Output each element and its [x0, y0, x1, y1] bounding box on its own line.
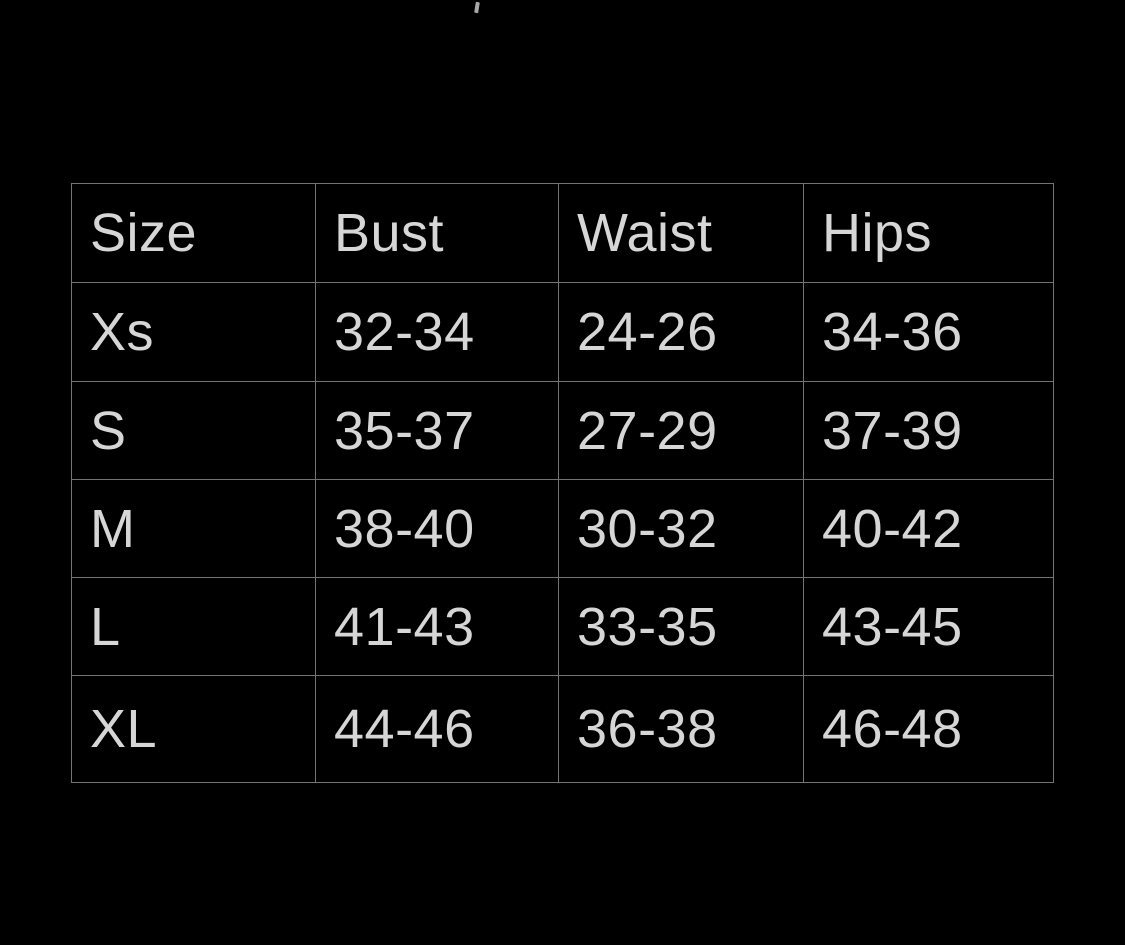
cutoff-text-fragment	[474, 1, 480, 14]
cell-bust: 35-37	[315, 381, 559, 480]
cell-size: Xs	[71, 282, 316, 382]
header-row: Size Bust Waist Hips	[71, 183, 1054, 283]
header-hips: Hips	[803, 183, 1054, 283]
cell-size: L	[71, 577, 316, 676]
table-row-s: S 35-37 27-29 37-39	[71, 381, 1054, 480]
cell-waist: 36-38	[558, 675, 804, 783]
cell-size: S	[71, 381, 316, 480]
cell-waist: 33-35	[558, 577, 804, 676]
table-row-xl: XL 44-46 36-38 46-48	[71, 675, 1054, 783]
cell-size: M	[71, 479, 316, 578]
header-waist: Waist	[558, 183, 804, 283]
table-row-m: M 38-40 30-32 40-42	[71, 479, 1054, 578]
cell-bust: 41-43	[315, 577, 559, 676]
cell-hips: 37-39	[803, 381, 1054, 480]
table-row-l: L 41-43 33-35 43-45	[71, 577, 1054, 676]
cell-bust: 32-34	[315, 282, 559, 382]
header-bust: Bust	[315, 183, 559, 283]
cell-hips: 34-36	[803, 282, 1054, 382]
cell-hips: 46-48	[803, 675, 1054, 783]
cell-hips: 40-42	[803, 479, 1054, 578]
size-chart-table: Size Bust Waist Hips Xs 32-34 24-26 34-3…	[71, 183, 1054, 783]
cell-waist: 30-32	[558, 479, 804, 578]
header-size: Size	[71, 183, 316, 283]
table-row-xs: Xs 32-34 24-26 34-36	[71, 282, 1054, 382]
cell-waist: 27-29	[558, 381, 804, 480]
cell-size: XL	[71, 675, 316, 783]
cell-hips: 43-45	[803, 577, 1054, 676]
cell-bust: 38-40	[315, 479, 559, 578]
cell-waist: 24-26	[558, 282, 804, 382]
cell-bust: 44-46	[315, 675, 559, 783]
